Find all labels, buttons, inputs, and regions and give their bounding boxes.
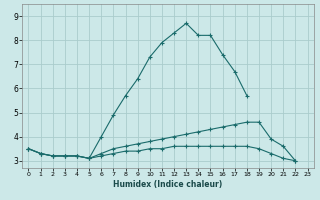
X-axis label: Humidex (Indice chaleur): Humidex (Indice chaleur) [113,180,223,189]
